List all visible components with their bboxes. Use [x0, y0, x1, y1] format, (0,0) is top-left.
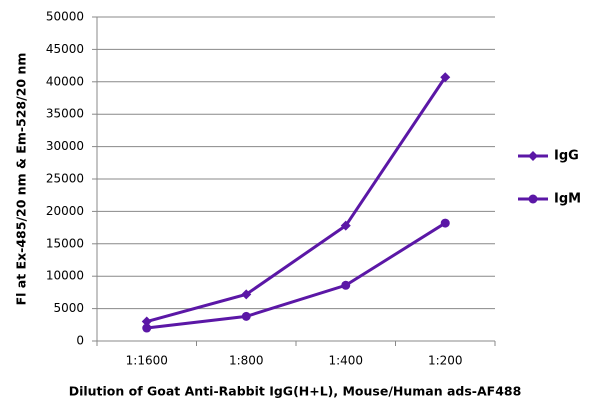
y-tick-label: 25000 [46, 172, 84, 186]
series-line [146, 221, 447, 330]
legend-label: IgG [554, 149, 579, 164]
y-tick-label: 50000 [46, 10, 84, 24]
y-tick-label: 35000 [46, 107, 84, 121]
legend-marker [528, 194, 538, 204]
y-tick-label: 20000 [46, 204, 84, 218]
x-tick-label: 1:200 [428, 354, 463, 368]
y-axis-label: Fl at Ex-485/20 nm & Em-528/20 nm [14, 53, 29, 306]
data-point [340, 220, 351, 231]
data-point [440, 72, 451, 83]
series-line [146, 76, 447, 324]
y-tick-label: 40000 [46, 74, 84, 88]
x-tick-label: 1:1600 [126, 354, 168, 368]
data-point [241, 289, 252, 300]
y-tick-label: 15000 [46, 236, 84, 250]
data-point [341, 280, 351, 290]
data-point [141, 316, 152, 327]
data-point [440, 218, 450, 228]
data-point [241, 311, 251, 321]
legend-label: IgM [554, 192, 581, 207]
x-tick-label: 1:400 [328, 354, 363, 368]
y-tick-label: 30000 [46, 139, 84, 153]
data-point [142, 323, 152, 333]
y-tick-label: 5000 [53, 301, 84, 315]
y-tick-label: 0 [76, 334, 84, 348]
legend-marker [528, 151, 538, 161]
x-axis-label: Dilution of Goat Anti-Rabbit IgG(H+L), M… [69, 384, 522, 399]
x-tick-label: 1:800 [229, 354, 264, 368]
y-tick-label: 45000 [46, 42, 84, 56]
y-tick-label: 10000 [46, 269, 84, 283]
